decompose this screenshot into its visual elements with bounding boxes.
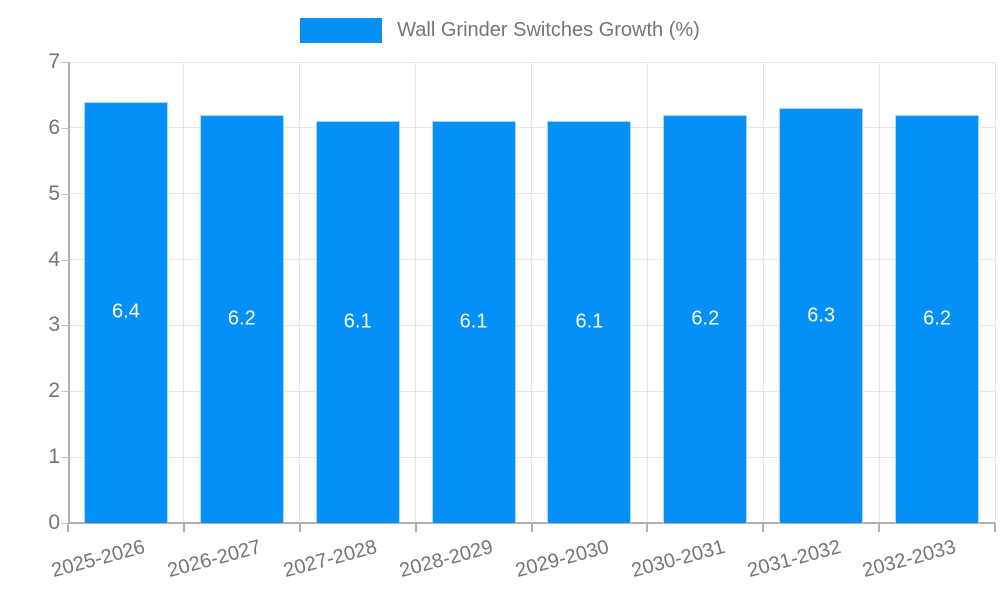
legend-label: Wall Grinder Switches Growth (%) xyxy=(397,19,700,41)
y-axis-tick-label: 1 xyxy=(48,445,60,469)
bar[interactable] xyxy=(547,121,632,523)
vertical-gridline xyxy=(299,62,301,523)
bar[interactable] xyxy=(779,108,864,523)
bar[interactable] xyxy=(663,114,748,523)
bar[interactable] xyxy=(199,114,284,523)
bar-value-label: 6.2 xyxy=(691,307,720,330)
y-axis-tick-label: 6 xyxy=(48,115,60,139)
y-axis-tick-mark xyxy=(61,523,69,524)
y-axis-tick-mark xyxy=(61,391,69,393)
vertical-gridline xyxy=(183,62,185,523)
y-axis-tick-mark xyxy=(61,259,69,261)
y-axis-tick-mark xyxy=(61,193,69,195)
bar-value-label: 6.4 xyxy=(112,300,140,323)
bar-value-label: 6.2 xyxy=(227,307,256,330)
bar[interactable] xyxy=(895,114,980,523)
y-axis-tick-mark xyxy=(61,457,69,459)
y-axis-tick-label: 3 xyxy=(48,313,60,337)
plot-area: 6.4 6.2 6.1 6.1 6.1 6.2 6.3 6.2 xyxy=(68,61,996,524)
x-axis-tick-mark xyxy=(530,523,533,532)
x-axis-tick-mark xyxy=(298,523,301,532)
vertical-gridline xyxy=(994,62,996,523)
legend-item[interactable]: Wall Grinder Switches Growth (%) xyxy=(300,18,700,43)
x-axis-category-label: 2030-2031 xyxy=(628,536,728,583)
bar-value-label: 6.2 xyxy=(923,307,951,330)
bar-value-label: 6.1 xyxy=(575,310,604,333)
x-axis-tick-mark xyxy=(646,523,649,532)
vertical-gridline xyxy=(878,62,880,523)
x-axis-category-label: 2026-2027 xyxy=(165,536,264,583)
x-axis-category-label: 2028-2029 xyxy=(397,536,496,583)
x-axis-tick-mark xyxy=(182,523,185,532)
bar-value-label: 6.3 xyxy=(807,304,836,327)
vertical-gridline xyxy=(762,62,764,523)
y-axis-tick-label: 4 xyxy=(48,247,60,271)
x-axis-tick-mark xyxy=(878,523,881,532)
x-axis-category-label: 2029-2030 xyxy=(513,536,612,583)
x-axis-tick-mark xyxy=(414,523,417,532)
bar[interactable] xyxy=(83,101,168,523)
y-axis-tick-mark xyxy=(61,62,69,63)
vertical-gridline xyxy=(415,62,417,523)
x-axis-category-label: 2025-2026 xyxy=(49,536,148,583)
vertical-gridline xyxy=(531,62,532,523)
y-axis-tick-label: 2 xyxy=(48,379,60,403)
x-axis-tick-mark xyxy=(994,523,996,532)
y-axis-line xyxy=(68,62,70,523)
bar-value-label: 6.1 xyxy=(459,310,488,333)
bar[interactable] xyxy=(315,121,400,523)
chart-legend: Wall Grinder Switches Growth (%) xyxy=(0,18,1000,43)
y-axis-tick-mark xyxy=(61,325,69,327)
x-axis-category-label: 2027-2028 xyxy=(281,536,380,583)
x-axis-category-label: 2031-2032 xyxy=(744,536,843,583)
bar-value-label: 6.1 xyxy=(343,310,372,333)
bar[interactable] xyxy=(431,121,516,523)
x-axis-tick-mark xyxy=(762,523,765,532)
x-axis-tick-mark xyxy=(67,523,69,532)
legend-swatch xyxy=(300,18,383,43)
y-axis-tick-label: 5 xyxy=(48,181,60,205)
y-axis-tick-label: 0 xyxy=(48,511,60,534)
y-axis-tick-label: 7 xyxy=(48,50,60,73)
y-axis-tick-mark xyxy=(61,127,69,129)
x-axis-category-label: 2032-2033 xyxy=(860,536,959,583)
vertical-gridline xyxy=(646,62,648,523)
